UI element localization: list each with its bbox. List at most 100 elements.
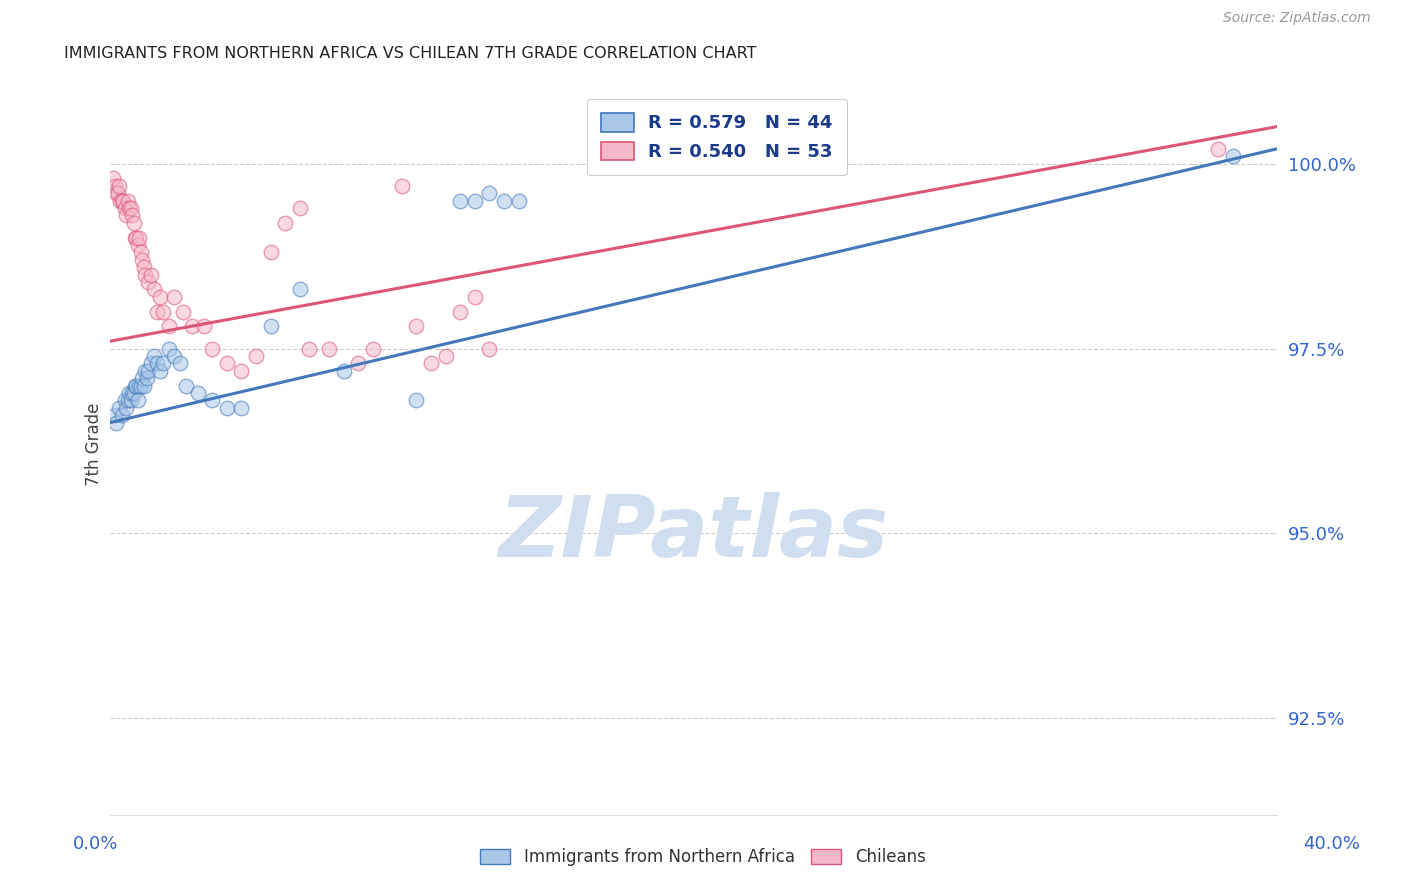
Point — [129, 378, 152, 392]
Point — [120, 201, 142, 215]
Point — [128, 230, 150, 244]
Y-axis label: 7th Grade: 7th Grade — [86, 403, 103, 486]
Text: IMMIGRANTS FROM NORTHERN AFRICA VS CHILEAN 7TH GRADE CORRELATION CHART: IMMIGRANTS FROM NORTHERN AFRICA VS CHILE… — [63, 46, 756, 62]
Point — [105, 416, 128, 430]
Point — [118, 201, 141, 215]
Point — [118, 386, 141, 401]
Point — [464, 194, 486, 208]
Point — [193, 319, 215, 334]
Point — [131, 371, 153, 385]
Point — [112, 194, 135, 208]
Point — [464, 290, 486, 304]
Point — [132, 260, 155, 275]
Point — [492, 194, 515, 208]
Point — [274, 216, 297, 230]
Point — [111, 408, 134, 422]
Point — [215, 356, 238, 370]
Point — [108, 178, 131, 193]
Point — [318, 342, 340, 356]
Point — [231, 401, 253, 415]
Point — [201, 393, 224, 408]
Point — [163, 349, 186, 363]
Point — [104, 178, 127, 193]
Point — [449, 304, 471, 318]
Point — [135, 371, 157, 385]
Point — [163, 290, 186, 304]
Point — [288, 201, 311, 215]
Point — [174, 378, 197, 392]
Point — [420, 356, 443, 370]
Point — [508, 194, 530, 208]
Point — [121, 386, 143, 401]
Point — [201, 342, 224, 356]
Point — [127, 393, 149, 408]
Point — [114, 393, 136, 408]
Point — [134, 268, 156, 282]
Point — [169, 356, 191, 370]
Point — [132, 378, 155, 392]
Point — [187, 386, 209, 401]
Point — [152, 356, 174, 370]
Point — [391, 178, 413, 193]
Point — [172, 304, 194, 318]
Point — [157, 319, 180, 334]
Point — [105, 186, 128, 201]
Point — [125, 378, 148, 392]
Point — [245, 349, 267, 363]
Point — [122, 216, 145, 230]
Point — [152, 304, 174, 318]
Point — [149, 290, 172, 304]
Text: 40.0%: 40.0% — [1303, 835, 1360, 853]
Point — [131, 252, 153, 267]
Point — [108, 401, 131, 415]
Point — [347, 356, 370, 370]
Point — [405, 393, 427, 408]
Text: ZIPatlas: ZIPatlas — [498, 492, 889, 575]
Legend: R = 0.579   N = 44, R = 0.540   N = 53: R = 0.579 N = 44, R = 0.540 N = 53 — [586, 99, 846, 176]
Point — [136, 364, 159, 378]
Point — [121, 209, 143, 223]
Point — [127, 238, 149, 252]
Point — [143, 282, 166, 296]
Point — [146, 356, 169, 370]
Point — [124, 378, 146, 392]
Text: 0.0%: 0.0% — [73, 835, 118, 853]
Point — [332, 364, 354, 378]
Point — [449, 194, 471, 208]
Legend: Immigrants from Northern Africa, Chileans: Immigrants from Northern Africa, Chilean… — [472, 840, 934, 875]
Point — [259, 319, 281, 334]
Point — [215, 401, 238, 415]
Point — [128, 378, 150, 392]
Point — [136, 275, 159, 289]
Point — [1222, 149, 1244, 163]
Point — [434, 349, 457, 363]
Point — [114, 201, 136, 215]
Point — [478, 342, 501, 356]
Point — [259, 245, 281, 260]
Point — [117, 194, 139, 208]
Point — [117, 393, 139, 408]
Point — [361, 342, 384, 356]
Point — [157, 342, 180, 356]
Point — [120, 393, 142, 408]
Point — [125, 230, 148, 244]
Point — [180, 319, 202, 334]
Point — [149, 364, 172, 378]
Point — [101, 171, 124, 186]
Point — [143, 349, 166, 363]
Point — [115, 401, 138, 415]
Point — [124, 230, 146, 244]
Point — [231, 364, 253, 378]
Point — [129, 245, 152, 260]
Point — [297, 342, 319, 356]
Text: Source: ZipAtlas.com: Source: ZipAtlas.com — [1223, 12, 1371, 25]
Point — [139, 356, 162, 370]
Point — [139, 268, 162, 282]
Point — [104, 408, 127, 422]
Point — [122, 386, 145, 401]
Point — [107, 186, 129, 201]
Point — [405, 319, 427, 334]
Point — [110, 194, 132, 208]
Point — [115, 209, 138, 223]
Point — [288, 282, 311, 296]
